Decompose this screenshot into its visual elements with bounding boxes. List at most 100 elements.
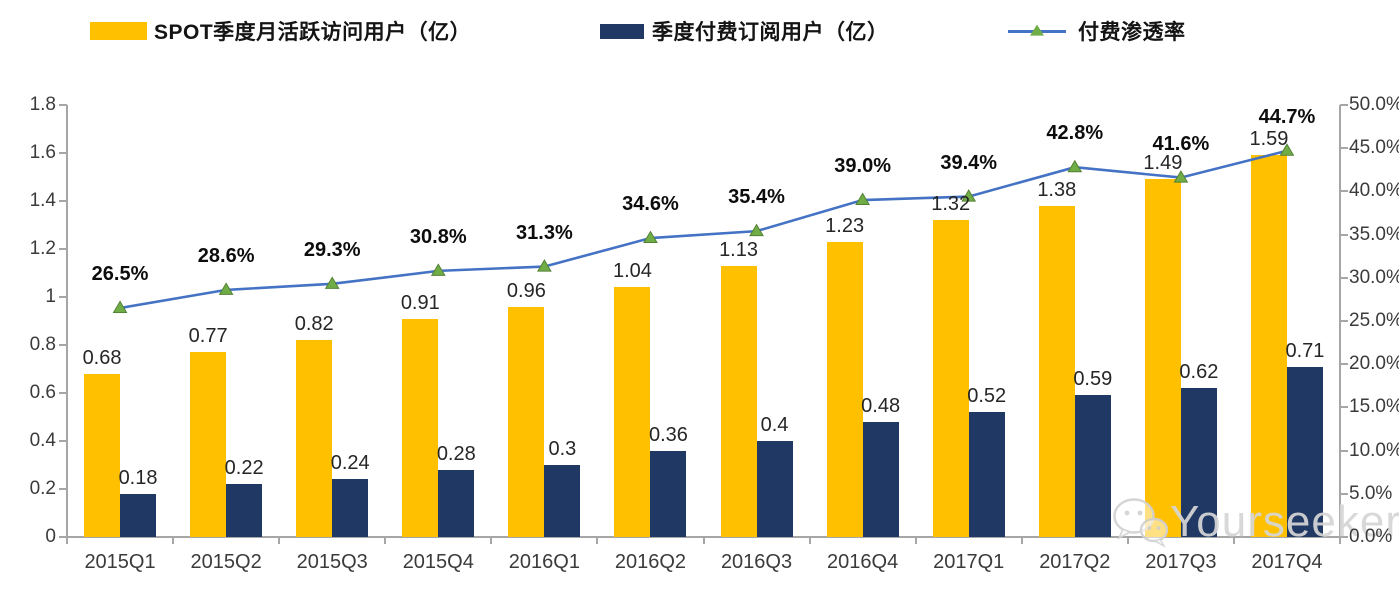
- left-axis-tick: [59, 536, 67, 538]
- triangle-marker-icon: [218, 282, 234, 295]
- triangle-marker-icon: [1030, 24, 1044, 36]
- subscribers-bar-label: 0.4: [760, 414, 789, 436]
- penetration-value-label: 39.0%: [834, 155, 891, 178]
- x-axis-label: 2017Q2: [1039, 551, 1111, 573]
- subs-legend-label: 季度付费订阅用户（亿）: [652, 21, 889, 44]
- left-axis-tick: [59, 296, 67, 298]
- left-axis-tick: [59, 248, 67, 250]
- mau-bar-label: 0.96: [506, 279, 546, 302]
- left-axis-label: 1: [45, 286, 56, 307]
- penetration-legend-line: [1008, 24, 1066, 36]
- triangle-marker-icon: [324, 276, 340, 289]
- subscribers-bar-label: 0.48: [861, 394, 901, 417]
- x-axis-tick: [596, 537, 599, 544]
- left-axis-label: 0.2: [29, 478, 56, 499]
- penetration-value-label: 26.5%: [91, 263, 149, 286]
- left-axis-tick: [59, 200, 67, 202]
- mau-bar-label: 0.77: [188, 325, 228, 348]
- subscribers-bar: [756, 441, 793, 537]
- mau-bar: [508, 306, 545, 537]
- penetration-value-label: 29.3%: [303, 238, 361, 261]
- x-axis-tick: [278, 537, 281, 544]
- subscribers-bar-label: 0.22: [224, 457, 264, 480]
- triangle-marker-icon: [536, 259, 552, 272]
- left-axis-label: 1.2: [29, 238, 56, 259]
- mau-bar-label: 1.13: [719, 238, 758, 261]
- x-axis-label: 2015Q4: [402, 551, 474, 573]
- subscribers-bar-label: 0.3: [548, 438, 577, 460]
- right-axis-tick: [1340, 233, 1348, 236]
- mau-bar-label: 0.68: [82, 346, 122, 369]
- left-axis-label: 1.6: [29, 142, 56, 163]
- left-axis-tick: [59, 488, 67, 490]
- subscribers-bar-label: 0.24: [330, 452, 370, 475]
- penetration-value-label: 30.8%: [409, 225, 467, 248]
- mau-bar: [84, 373, 121, 537]
- left-axis-label: 0.6: [29, 382, 56, 403]
- mau-bar-label: 0.91: [400, 291, 440, 314]
- left-axis-tick: [59, 440, 67, 442]
- right-axis-label: 15.0%: [1349, 396, 1399, 418]
- subscribers-bar: [226, 484, 263, 537]
- right-axis-tick: [1340, 190, 1348, 193]
- penetration-value-label: 28.6%: [197, 244, 255, 267]
- x-axis-label: 2017Q1: [933, 551, 1005, 573]
- left-axis-label: 1.8: [29, 94, 56, 115]
- right-axis-label: 45.0%: [1349, 137, 1399, 159]
- watermark: Yourseeker: [1112, 496, 1399, 548]
- x-axis-label: 2016Q2: [614, 551, 687, 573]
- legend-item-penetration: 付费渗透率: [1008, 16, 1186, 46]
- x-axis-label: 2015Q1: [84, 551, 156, 573]
- mau-bar-label: 1.38: [1037, 178, 1077, 201]
- subscribers-bar: [332, 479, 369, 537]
- x-axis-label: 2016Q3: [720, 551, 793, 573]
- penetration-value-label: 35.4%: [728, 186, 785, 209]
- x-axis-tick: [490, 537, 493, 544]
- left-axis-tick: [59, 392, 67, 394]
- mau-bar: [296, 340, 333, 537]
- subscribers-bar-label: 0.71: [1285, 339, 1325, 362]
- x-axis-tick: [808, 537, 811, 544]
- subscribers-bar-label: 0.59: [1073, 368, 1113, 391]
- right-axis-label: 35.0%: [1349, 223, 1399, 245]
- wechat-icon: [1113, 498, 1168, 548]
- left-axis-line: [66, 105, 68, 537]
- right-axis-label: 5.0%: [1349, 482, 1393, 504]
- subscribers-bar: [544, 465, 581, 537]
- subscribers-bar-label: 0.62: [1179, 361, 1219, 384]
- left-axis-tick: [59, 344, 67, 346]
- x-axis-tick: [66, 537, 68, 544]
- mau-bar: [826, 241, 863, 537]
- left-axis-tick: [59, 152, 67, 154]
- watermark-text: Yourseeker: [1170, 497, 1399, 546]
- left-axis-label: 0: [45, 526, 56, 547]
- x-axis-label: 2017Q4: [1251, 551, 1323, 573]
- x-axis-tick: [1126, 537, 1129, 544]
- x-axis-label: 2015Q2: [190, 551, 262, 573]
- penetration-value-label: 31.3%: [516, 221, 573, 244]
- penetration-value-label: 44.7%: [1258, 105, 1316, 128]
- subscribers-bar-label: 0.28: [436, 442, 476, 465]
- triangle-marker-icon: [855, 192, 871, 206]
- subs-legend-swatch: [600, 23, 644, 39]
- x-axis-tick: [914, 537, 917, 544]
- right-axis-tick: [1340, 320, 1348, 322]
- right-axis-label: 30.0%: [1349, 266, 1399, 288]
- right-axis-tick: [1340, 536, 1348, 538]
- right-axis-tick: [1340, 147, 1348, 150]
- mau-bar: [614, 287, 651, 537]
- right-axis-label: 25.0%: [1349, 310, 1399, 331]
- subscribers-bar: [968, 412, 1005, 537]
- triangle-marker-icon: [1067, 159, 1083, 173]
- mau-bar-label: 1.04: [612, 260, 652, 283]
- right-axis-tick: [1340, 276, 1348, 279]
- subscribers-bar-label: 0.18: [118, 466, 158, 489]
- right-axis-label: 0.0%: [1349, 526, 1393, 547]
- subscribers-bar: [650, 450, 687, 537]
- x-axis-tick: [172, 537, 175, 544]
- subscribers-bar: [438, 469, 475, 537]
- mau-bar: [402, 318, 439, 537]
- mau-legend-swatch: [90, 22, 147, 40]
- mau-bar: [1144, 179, 1181, 537]
- left-axis-label: 0.4: [29, 430, 56, 451]
